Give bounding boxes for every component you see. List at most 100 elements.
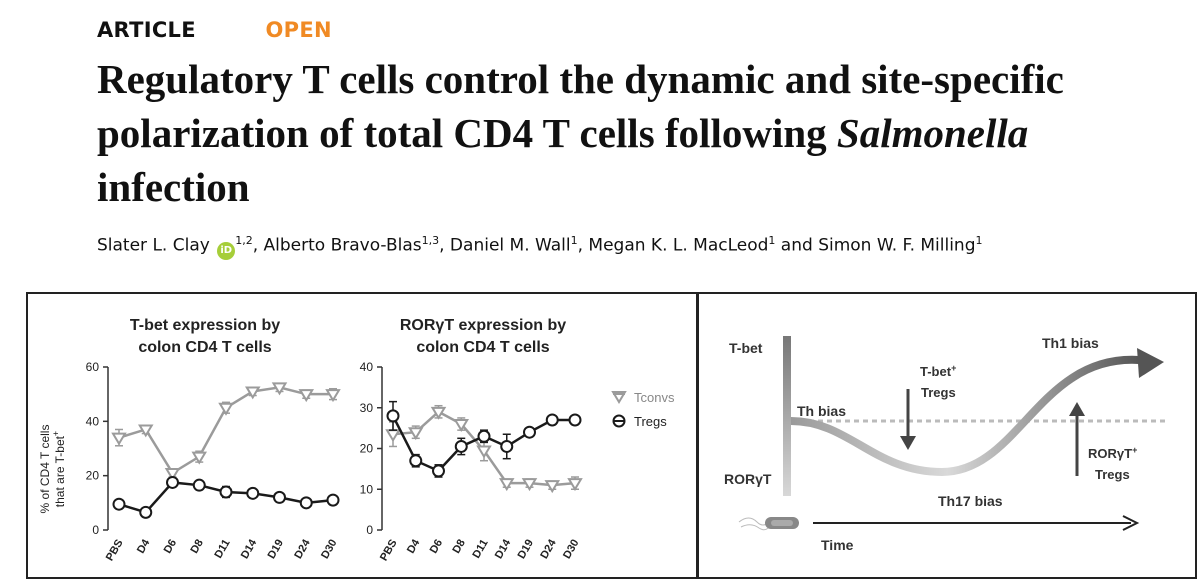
author-affiliation: 1 [570, 234, 578, 247]
rorgt-tregs-sup: + [1132, 445, 1137, 455]
author-name[interactable]: Slater L. Clay [97, 235, 210, 256]
chart1-point-treg [246, 486, 260, 500]
orcid-icon[interactable]: iD [217, 241, 236, 260]
chart2-title-line2: colon CD4 T cells [416, 339, 549, 356]
chart2-x-tick-label: D4 [405, 537, 423, 556]
chart1-x-tick-label: D4 [135, 537, 153, 556]
tbet-tregs-sup: + [951, 363, 956, 373]
chart1-x-tick-label: D8 [188, 538, 205, 556]
title-line-2-text: polarization of total CD4 T cells follow… [97, 110, 837, 156]
chart2-y-tick-label: 30 [360, 401, 374, 415]
author-affiliation: 1,3 [421, 234, 440, 247]
chart2-point-tconv [453, 419, 470, 432]
figure-panel-charts: T-bet expression by colon CD4 T cells % … [26, 292, 698, 579]
chart2-point-treg [545, 413, 559, 427]
chart2-x-tick-label: PBS [378, 538, 400, 564]
tbet-tregs-label-line1: T-bet+ [920, 363, 956, 379]
chart1-x-tick-label: D24 [292, 537, 313, 561]
chart2-y-tick-label: 20 [360, 442, 374, 456]
chart1-point-treg [112, 497, 126, 511]
chart1-point-treg [326, 493, 340, 507]
chart2-y-tick-label: 10 [360, 482, 374, 496]
author-name[interactable]: , Megan K. L. MacLeod [577, 235, 769, 256]
tbet-treg-arrowhead [900, 436, 916, 450]
chart1-point-treg [192, 478, 206, 492]
chart1-ylabel-line1: % of CD4 T cells [38, 425, 52, 514]
chart1-ylabel-text: that are T-bet [53, 435, 67, 507]
chart1-x-tick-label: D30 [319, 538, 339, 561]
chart1-point-treg [299, 496, 313, 510]
author-affiliation: 1 [975, 234, 983, 247]
chart2-point-treg [500, 439, 514, 453]
author-name[interactable]: and Simon W. F. Milling [775, 235, 976, 256]
chart2-point-treg [523, 425, 536, 439]
chart1-x-tick-label: D11 [212, 538, 232, 561]
rorgt-tregs-label-line1: RORγT+ [1088, 445, 1137, 461]
chart2-x-tick-label: D30 [561, 538, 581, 561]
author-list: Slater L. Clay iD1,2, Alberto Bravo-Blas… [97, 234, 1177, 260]
chart1-point-tconv [137, 424, 154, 438]
chart1-x-tick-label: D14 [239, 537, 260, 561]
figure-panel-schematic: T-bet RORγT Th bias Th1 bias Th17 bias T… [697, 292, 1197, 579]
chart1-point-tconv [164, 467, 181, 481]
tbet-tregs-label-line2: Tregs [921, 385, 956, 400]
chart1-point-tconv [325, 389, 341, 403]
rorgt-axis-label: RORγT [724, 471, 772, 487]
chart1-point-treg [273, 490, 286, 504]
chart2-y-tick-label: 40 [360, 360, 374, 374]
chart2-x-tick-label: D6 [428, 538, 445, 556]
rorgt-tregs-label-line2: Tregs [1095, 467, 1130, 482]
article-title: Regulatory T cells control the dynamic a… [97, 52, 1177, 214]
chart1-ylabel-line2: that are T-bet+ [51, 431, 67, 507]
chart2-point-treg [568, 413, 582, 427]
author-name[interactable]: , Daniel M. Wall [439, 235, 571, 256]
rorgt-treg-arrowhead [1069, 402, 1085, 416]
chart2-point-tconv [430, 406, 447, 420]
th1-bias-label: Th1 bias [1042, 335, 1099, 351]
chart1-ylabel-sup: + [51, 431, 61, 436]
polarization-schematic: T-bet RORγT Th bias Th1 bias Th17 bias T… [724, 335, 1169, 553]
chart2-point-tconv [544, 480, 561, 494]
time-axis-label: Time [821, 537, 854, 553]
article-header: ARTICLE OPEN Regulatory T cells control … [97, 18, 1177, 260]
open-access-label[interactable]: OPEN [265, 18, 332, 42]
title-italic-organism: Salmonella [836, 110, 1029, 156]
chart1-y-tick-label: 60 [86, 360, 100, 374]
title-line-3: infection [97, 164, 250, 210]
time-axis-arrowhead [1122, 515, 1140, 531]
th17-bias-label: Th17 bias [938, 493, 1003, 509]
chart2-point-treg [454, 439, 468, 453]
author-affiliation: 1,2 [235, 234, 253, 247]
chart1-x-tick-label: PBS [104, 538, 126, 564]
chart1-point-treg [166, 475, 179, 489]
rorgt-tregs-text: RORγT [1088, 446, 1132, 461]
chart1-y-tick-label: 20 [86, 469, 100, 483]
axis-gradient-bar [783, 336, 791, 496]
chart2-title-line1: RORγT expression by [400, 317, 566, 334]
chart2-point-tconv [521, 478, 538, 492]
chart2-point-treg [409, 454, 423, 468]
article-tags: ARTICLE OPEN [97, 18, 1177, 48]
chart1-y-tick-label: 0 [92, 523, 99, 537]
chart1-x-tick-label: D19 [266, 538, 286, 561]
chart1-title-line1: T-bet expression by [130, 317, 280, 334]
chart1-title-line2: colon CD4 T cells [138, 339, 271, 356]
chart-legend: Tconvs Tregs [611, 390, 675, 429]
chart2-x-tick-label: D19 [516, 538, 536, 561]
chart1-point-tconv [191, 451, 208, 465]
author-name[interactable]: , Alberto Bravo-Blas [252, 235, 422, 256]
legend-tconv-marker [611, 391, 627, 404]
tbet-axis-label: T-bet [729, 340, 763, 356]
chart1-point-tconv [218, 402, 234, 416]
chart1-point-tconv [111, 432, 127, 446]
chart2-point-tconv [385, 429, 401, 443]
legend-treg-label: Tregs [634, 414, 667, 429]
chart2-point-tconv [407, 427, 424, 441]
salmonella-bacterium-icon [738, 517, 799, 531]
title-line-2: polarization of total CD4 T cells follow… [97, 106, 1177, 160]
chart2-point-tconv [476, 445, 492, 459]
chart1-point-tconv [298, 389, 315, 403]
chart2-x-tick-label: D24 [538, 537, 559, 561]
tbet-tregs-text: T-bet [920, 364, 952, 379]
chart1-point-treg [139, 505, 153, 519]
